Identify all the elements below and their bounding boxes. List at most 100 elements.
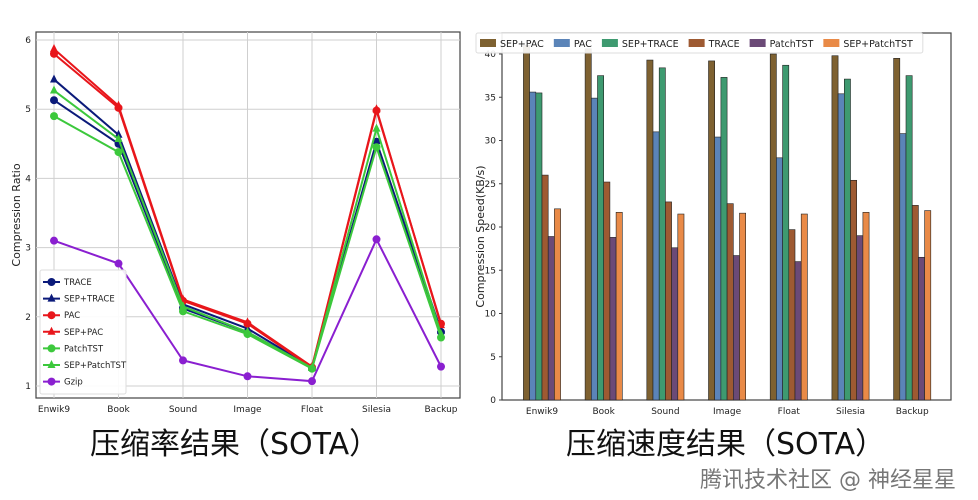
bar-sep-pac-backup [893, 58, 901, 401]
data-point [372, 104, 381, 113]
y-tick-label: 10 [485, 310, 497, 320]
y-tick-label: 5 [490, 353, 496, 363]
x-tick-label: Sound [169, 405, 197, 415]
x-tick-label: Image [713, 407, 742, 417]
data-point [179, 301, 187, 310]
bar-sep-patchtst-sound [677, 213, 685, 401]
bar-pac-book [590, 97, 598, 401]
legend: SEP+PAC PAC SEP+TRACE TRACE PatchTST SEP+Patc… [475, 32, 924, 54]
x-tick-label: Image [233, 405, 262, 415]
data-point [47, 326, 56, 335]
y-tick-label: 40 [485, 50, 497, 60]
watermark: 腾讯技术社区 @ 神经星星 [700, 468, 956, 493]
bar-chart: 0 5 10 15 20 25 30 35 40 Enwik9 Book Sound Image Floa… [474, 32, 952, 417]
legend-item: PatchTST [749, 39, 814, 50]
legend-swatch [688, 39, 705, 47]
bar-pac-float [776, 157, 783, 401]
y-tick-label: 4 [25, 174, 31, 184]
bar-sep-patchtst-silesia [862, 211, 870, 401]
bar-patchtst-enwik9 [547, 236, 555, 401]
bar-patchtst-silesia [856, 235, 864, 401]
bar-sep-trace-sound [658, 67, 666, 401]
data-point [243, 317, 252, 326]
data-point [50, 112, 58, 121]
y-tick-label: 25 [485, 180, 496, 190]
bar-trace-backup [911, 205, 919, 401]
data-point [372, 143, 381, 152]
legend-label: Gzip [64, 378, 83, 388]
data-point [114, 148, 123, 157]
x-tick-label: Backup [425, 405, 458, 415]
bar-sep-trace-image [720, 77, 728, 401]
data-point [372, 123, 381, 132]
caption-right: 压缩速度结果（SOTA） [566, 427, 886, 462]
legend-label: PAC [574, 39, 592, 50]
legend-item: PAC [553, 39, 592, 50]
bar-sep-pac-sound [646, 59, 654, 401]
x-tick-label: Silesia [362, 405, 391, 415]
legend: TRACE SEP+TRACE PAC SEP+PAC PatchTST SEP+Patc… [39, 269, 127, 395]
bar-trace-book [603, 181, 611, 401]
legend-label: SEP+PAC [500, 39, 544, 50]
y-tick-label: 15 [485, 266, 496, 276]
bar-sep-trace-float [782, 64, 790, 401]
legend-item: TRACE [43, 278, 92, 288]
legend-item: SEP+PAC [43, 326, 103, 338]
bar-pac-sound [652, 131, 660, 401]
bar-trace-silesia [850, 179, 857, 401]
legend-label: PAC [64, 311, 80, 321]
data-point [114, 100, 123, 109]
data-point [243, 327, 252, 336]
caption-left: 压缩率结果（SOTA） [90, 427, 380, 462]
y-axis-label: Compression Ratio [10, 163, 23, 266]
data-point [50, 43, 58, 52]
x-tick-label: Enwik9 [526, 407, 558, 417]
bar-pac-silesia [837, 93, 845, 401]
legend-swatch [553, 39, 570, 47]
x-tick-label: Book [107, 405, 130, 415]
legend-item: SEP+TRACE [601, 39, 679, 50]
bar-sep-pac-book [584, 48, 592, 401]
bar-patchtst-image [732, 255, 740, 401]
y-tick-label: 0 [490, 396, 496, 406]
y-axis-label: Compression Speed(KB/s) [474, 165, 487, 307]
y-tick-label: 1 [25, 382, 31, 392]
y-tick-label: 20 [485, 223, 497, 233]
x-tick-label: Book [592, 407, 615, 417]
data-point [50, 236, 58, 245]
legend-item: PAC [43, 311, 80, 321]
y-tick-label: 30 [485, 137, 497, 147]
data-point [47, 311, 56, 320]
legend-item: PatchTST [43, 344, 104, 354]
x-tick-label: Sound [651, 407, 679, 417]
data-point [179, 356, 187, 365]
legend-label: SEP+PatchTST [843, 39, 913, 50]
bar-sep-patchtst-backup [924, 210, 932, 401]
y-tick-label: 35 [485, 93, 496, 103]
data-point [243, 372, 252, 381]
bar-trace-sound [665, 201, 672, 401]
bar-trace-image [726, 203, 734, 401]
bar-sep-trace-silesia [843, 78, 851, 401]
bar-sep-pac-float [769, 53, 777, 401]
legend-item: SEP+TRACE [43, 293, 115, 305]
data-point [47, 344, 56, 353]
legend-swatch [749, 39, 766, 47]
data-point [308, 377, 316, 386]
legend-box [39, 269, 127, 395]
data-point [47, 278, 56, 286]
x-tick-label: Float [778, 407, 801, 417]
bar-sep-trace-enwik9 [535, 92, 543, 401]
data-point [50, 96, 58, 105]
legend-item: Gzip [43, 377, 83, 388]
data-point [114, 133, 123, 142]
legend-swatch [601, 39, 618, 47]
bar-sep-trace-backup [905, 75, 913, 401]
bar-sep-patchtst-float [800, 213, 808, 401]
data-point [47, 293, 56, 302]
bar-pac-enwik9 [529, 91, 537, 401]
bar-trace-enwik9 [541, 174, 549, 401]
line-chart: 1 2 3 4 5 6 Enwik9 Book Sound Image Float Silesia Ba… [10, 31, 461, 415]
bar-patchtst-float [794, 261, 802, 401]
